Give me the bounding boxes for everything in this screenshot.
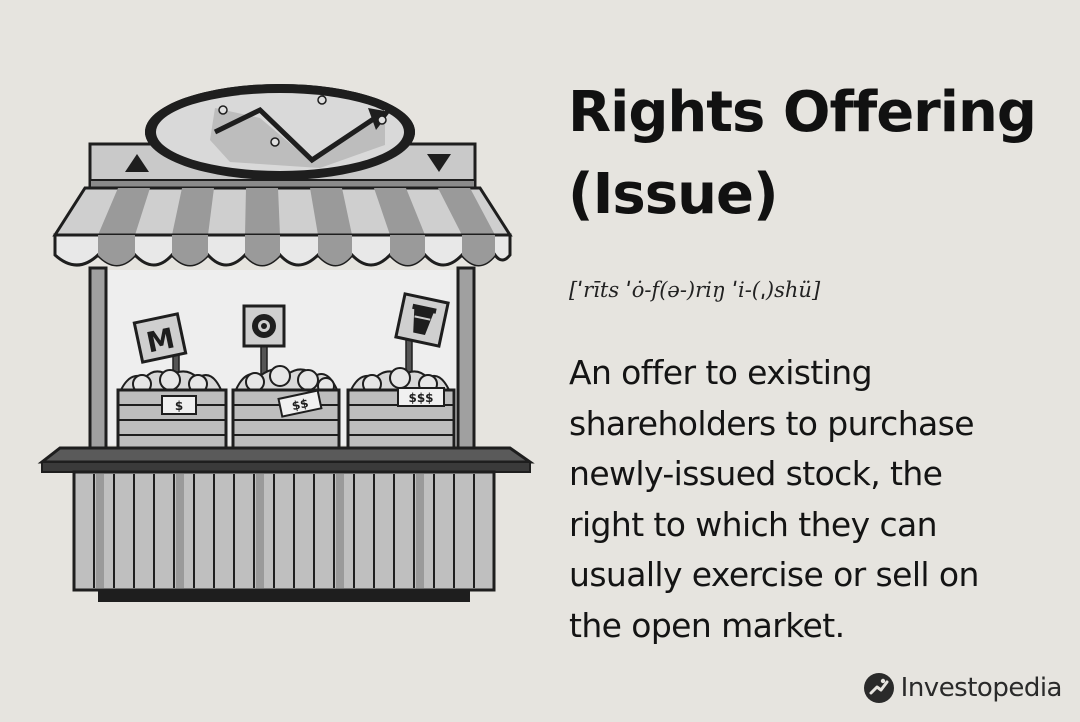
brand-name: Investopedia bbox=[901, 673, 1062, 703]
striped-awning bbox=[55, 188, 510, 265]
definition-line: usually exercise or sell on bbox=[569, 550, 1069, 601]
page-title: Rights Offering (Issue) bbox=[568, 72, 1058, 236]
investopedia-logo-icon bbox=[863, 672, 895, 704]
svg-text:$: $ bbox=[175, 399, 183, 413]
definition-line: An offer to existing bbox=[569, 348, 1069, 399]
stall-header-board bbox=[90, 84, 475, 188]
pronunciation: [ˈrīts ˈȯ-f(ə-)riŋ ˈi-(ˌ)shü] bbox=[569, 278, 820, 302]
investopedia-brand[interactable]: Investopedia bbox=[863, 672, 1062, 704]
title-line-2: (Issue) bbox=[568, 154, 1058, 236]
title-line-1: Rights Offering bbox=[568, 72, 1058, 154]
right-post bbox=[458, 268, 474, 448]
crate-3: $$$ bbox=[348, 368, 454, 448]
definition-line: right to which they can bbox=[569, 500, 1069, 551]
definition-text: An offer to existing shareholders to pur… bbox=[569, 348, 1069, 651]
svg-text:$$$: $$$ bbox=[408, 391, 433, 405]
market-stall-illustration: M $ bbox=[30, 70, 540, 615]
counter-body bbox=[74, 472, 494, 602]
crate-1: $ bbox=[118, 370, 226, 448]
definition-line: newly-issued stock, the bbox=[569, 449, 1069, 500]
definition-line: shareholders to purchase bbox=[569, 399, 1069, 450]
crate-2: $$ bbox=[233, 366, 339, 448]
left-post bbox=[90, 268, 106, 448]
definition-line: the open market. bbox=[569, 601, 1069, 652]
